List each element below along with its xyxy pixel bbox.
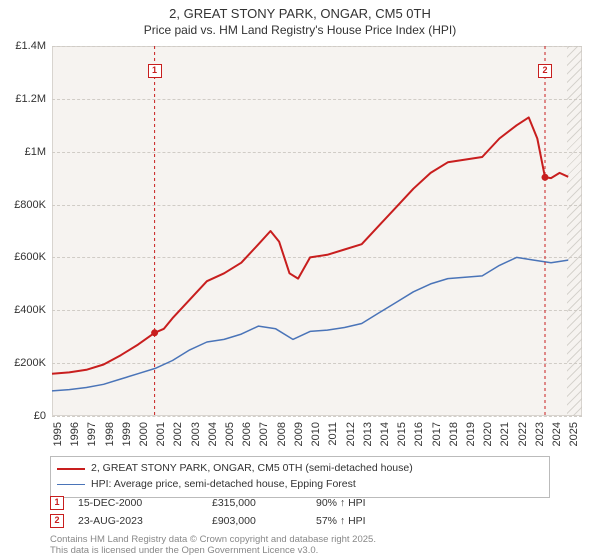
legend-label: HPI: Average price, semi-detached house,… — [91, 477, 356, 493]
y-axis-tick-label: £1.4M — [15, 40, 46, 52]
y-axis-tick-label: £600K — [14, 251, 46, 263]
transaction-marker-icon: 1 — [148, 64, 162, 78]
series-line-hpi — [52, 257, 568, 391]
y-axis-tick-label: £1M — [25, 146, 46, 158]
x-axis-tick-label: 2017 — [431, 422, 443, 446]
x-axis-tick-label: 1999 — [121, 422, 133, 446]
legend-item-subject: 2, GREAT STONY PARK, ONGAR, CM5 0TH (sem… — [57, 461, 543, 477]
x-axis-tick-label: 2015 — [396, 422, 408, 446]
chart-subtitle: Price paid vs. HM Land Registry's House … — [0, 23, 600, 37]
legend-swatch — [57, 468, 85, 470]
transaction-dot — [542, 174, 549, 181]
transaction-date: 23-AUG-2023 — [78, 515, 198, 527]
x-axis-tick-label: 2008 — [276, 422, 288, 446]
x-axis-tick-label: 2014 — [379, 422, 391, 446]
x-axis-tick-label: 2010 — [310, 422, 322, 446]
legend-swatch — [57, 484, 85, 485]
transaction-dot — [151, 329, 158, 336]
chart-lines — [52, 46, 582, 416]
transaction-price: £315,000 — [212, 497, 302, 509]
x-axis-tick-label: 2013 — [362, 422, 374, 446]
gridline — [52, 416, 582, 417]
x-axis-tick-label: 2006 — [241, 422, 253, 446]
x-axis-tick-label: 2007 — [258, 422, 270, 446]
x-axis-tick-label: 2004 — [207, 422, 219, 446]
x-axis-tick-label: 1998 — [104, 422, 116, 446]
transaction-row: 1 15-DEC-2000 £315,000 90% ↑ HPI — [50, 494, 560, 512]
x-axis-tick-label: 2003 — [190, 422, 202, 446]
x-axis-tick-label: 2012 — [345, 422, 357, 446]
transaction-marker-icon: 2 — [50, 514, 64, 528]
series-line-subject — [52, 117, 568, 373]
transaction-hpi: 90% ↑ HPI — [316, 497, 436, 509]
x-axis-tick-label: 1997 — [86, 422, 98, 446]
x-axis-tick-label: 2022 — [517, 422, 529, 446]
x-axis-tick-label: 2005 — [224, 422, 236, 446]
transaction-price: £903,000 — [212, 515, 302, 527]
footnote-line: This data is licensed under the Open Gov… — [50, 545, 376, 556]
x-axis-tick-label: 1996 — [69, 422, 81, 446]
x-axis-tick-label: 2024 — [551, 422, 563, 446]
footnote: Contains HM Land Registry data © Crown c… — [50, 534, 376, 557]
y-axis-tick-label: £200K — [14, 357, 46, 369]
footnote-line: Contains HM Land Registry data © Crown c… — [50, 534, 376, 545]
x-axis-tick-label: 1995 — [52, 422, 64, 446]
x-axis-tick-label: 2009 — [293, 422, 305, 446]
y-axis-tick-label: £1.2M — [15, 93, 46, 105]
x-axis-tick-label: 2025 — [568, 422, 580, 446]
legend-label: 2, GREAT STONY PARK, ONGAR, CM5 0TH (sem… — [91, 461, 413, 477]
x-axis-tick-label: 2001 — [155, 422, 167, 446]
x-axis-tick-label: 2021 — [499, 422, 511, 446]
transaction-row: 2 23-AUG-2023 £903,000 57% ↑ HPI — [50, 512, 560, 530]
x-axis-tick-label: 2000 — [138, 422, 150, 446]
x-axis-tick-label: 2023 — [534, 422, 546, 446]
x-axis-tick-label: 2002 — [172, 422, 184, 446]
y-axis-tick-label: £400K — [14, 304, 46, 316]
transaction-hpi: 57% ↑ HPI — [316, 515, 436, 527]
transaction-table: 1 15-DEC-2000 £315,000 90% ↑ HPI 2 23-AU… — [50, 494, 560, 530]
legend: 2, GREAT STONY PARK, ONGAR, CM5 0TH (sem… — [50, 456, 550, 498]
transaction-date: 15-DEC-2000 — [78, 497, 198, 509]
y-axis-tick-label: £0 — [34, 410, 46, 422]
x-axis-tick-label: 2018 — [448, 422, 460, 446]
x-axis-tick-label: 2016 — [413, 422, 425, 446]
x-axis-tick-label: 2020 — [482, 422, 494, 446]
x-axis-tick-label: 2011 — [327, 422, 339, 446]
legend-item-hpi: HPI: Average price, semi-detached house,… — [57, 477, 543, 493]
transaction-marker-icon: 2 — [538, 64, 552, 78]
transaction-marker-icon: 1 — [50, 496, 64, 510]
y-axis-tick-label: £800K — [14, 199, 46, 211]
x-axis-tick-label: 2019 — [465, 422, 477, 446]
chart-title: 2, GREAT STONY PARK, ONGAR, CM5 0TH — [0, 0, 600, 23]
chart-plot-area: £0£200K£400K£600K£800K£1M£1.2M£1.4M 1995… — [52, 46, 582, 416]
